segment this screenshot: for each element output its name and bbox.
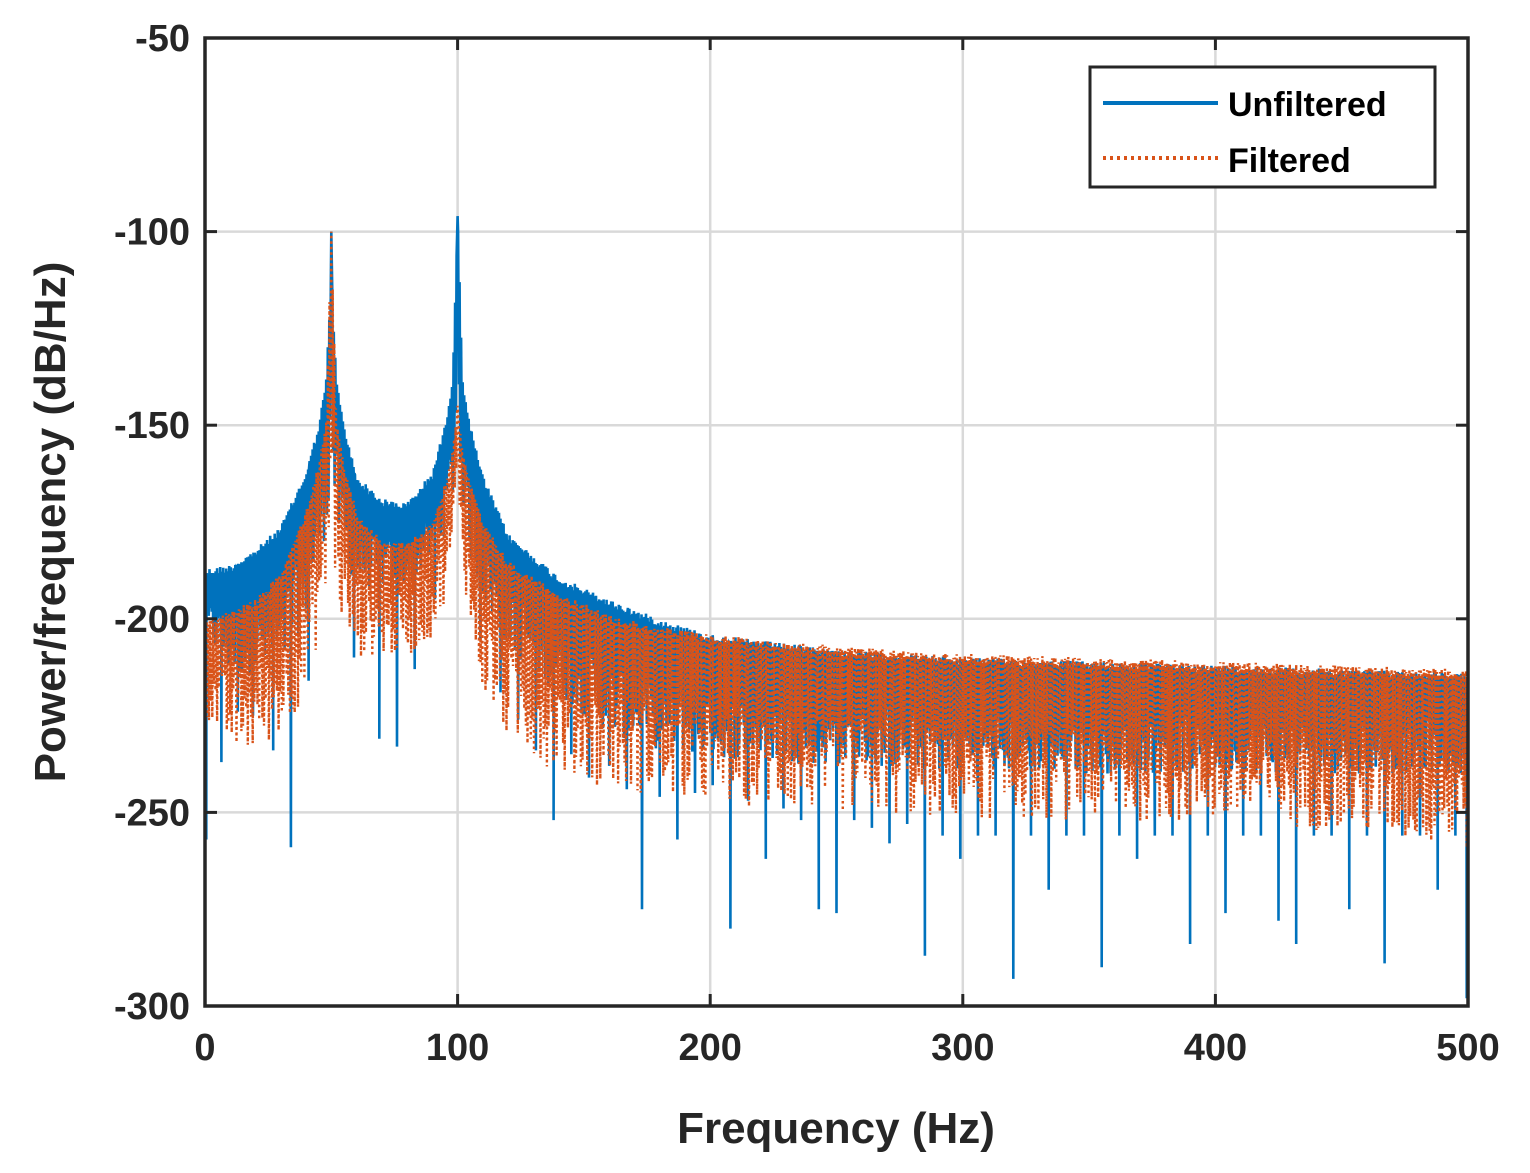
y-axis-label: Power/frequency (dB/Hz)	[26, 262, 75, 783]
series-layer	[203, 216, 1469, 999]
ticks	[203, 36, 1470, 1008]
series-filtered-line	[203, 231, 1469, 848]
x-tick-label: 100	[426, 1027, 489, 1069]
x-tick-label: 200	[678, 1027, 741, 1069]
y-tick-label: -150	[114, 405, 190, 447]
legend[interactable]: Unfiltered Filtered	[1088, 65, 1437, 189]
x-tick-label: 500	[1436, 1027, 1499, 1069]
tick-labels: 0 100 200 300 400 500 -50 -100 -150 -200 -250 -300	[114, 18, 1500, 1069]
axes-box	[203, 36, 1470, 1008]
y-tick-label: -250	[114, 792, 190, 834]
y-tick-label: -50	[135, 18, 190, 60]
x-tick-label: 300	[931, 1027, 994, 1069]
legend-box	[1088, 65, 1437, 189]
legend-label-filtered: Filtered	[1228, 142, 1351, 180]
y-tick-label: -200	[114, 599, 190, 641]
y-tick-label: -100	[114, 212, 190, 254]
x-tick-label: 0	[194, 1027, 215, 1069]
x-tick-label: 400	[1184, 1027, 1247, 1069]
x-axis-label: Frequency (Hz)	[677, 1104, 995, 1153]
y-tick-label: -300	[114, 986, 190, 1028]
legend-label-unfiltered: Unfiltered	[1228, 86, 1387, 124]
